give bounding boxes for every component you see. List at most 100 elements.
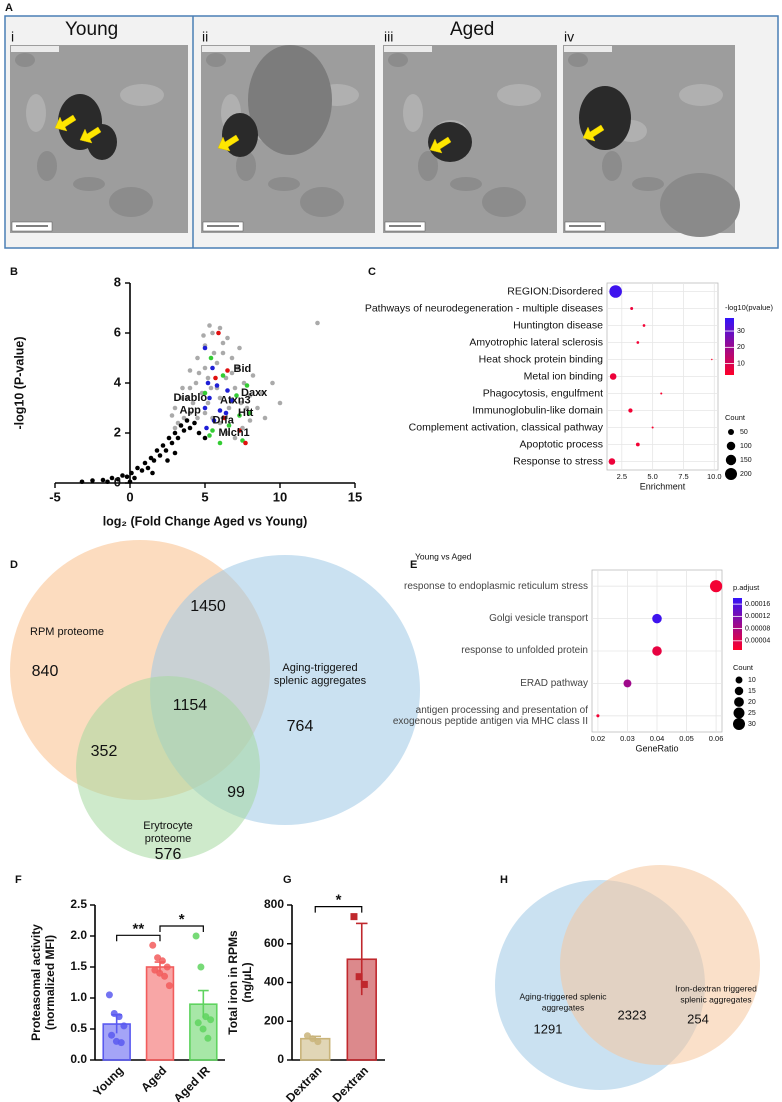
dot bbox=[709, 580, 723, 593]
point bbox=[192, 932, 200, 940]
panel-letter: D bbox=[10, 559, 18, 571]
point bbox=[120, 473, 125, 478]
category-label-box: Golgi vesicle transport bbox=[489, 613, 588, 624]
point bbox=[207, 433, 212, 438]
category-label: REGION:Disordered bbox=[507, 285, 603, 297]
y-tick-label: 400 bbox=[264, 975, 284, 989]
y-tick-label: 1.5 bbox=[70, 959, 87, 973]
size-label: 150 bbox=[740, 457, 752, 464]
point bbox=[108, 1031, 116, 1039]
category-label: Phagocytosis, engulfment bbox=[483, 387, 603, 399]
gene-label: Dffa bbox=[213, 414, 235, 426]
point bbox=[226, 405, 232, 411]
point bbox=[187, 385, 193, 391]
dot bbox=[596, 714, 600, 718]
point bbox=[158, 957, 166, 965]
region-count: 840 bbox=[32, 663, 59, 680]
region-count: 2323 bbox=[618, 1007, 647, 1022]
legend-title: p.adjust bbox=[733, 583, 760, 592]
x-tick-label: 5.0 bbox=[647, 472, 657, 481]
aggregate bbox=[222, 113, 258, 157]
point bbox=[120, 1022, 128, 1030]
point bbox=[217, 325, 223, 331]
point bbox=[314, 1038, 322, 1046]
point bbox=[150, 470, 155, 476]
point bbox=[154, 448, 160, 453]
gene-label: Bid bbox=[234, 363, 252, 375]
colorbar bbox=[733, 598, 742, 650]
colorbar-label: 0.00008 bbox=[745, 625, 770, 632]
point bbox=[204, 425, 209, 431]
point bbox=[229, 355, 235, 361]
dot bbox=[636, 341, 640, 344]
size-label: 200 bbox=[740, 471, 752, 478]
point bbox=[202, 345, 208, 351]
point bbox=[160, 443, 166, 448]
info-box bbox=[11, 46, 59, 52]
point bbox=[237, 413, 242, 418]
point bbox=[216, 330, 221, 336]
size-key bbox=[734, 697, 744, 707]
point bbox=[190, 400, 196, 406]
image-label: iv bbox=[564, 29, 574, 45]
y-tick-label: 4 bbox=[114, 374, 122, 389]
gene-label: Atxn3 bbox=[220, 394, 251, 406]
dot bbox=[608, 458, 616, 465]
point bbox=[109, 475, 115, 481]
point bbox=[210, 365, 215, 371]
point bbox=[250, 373, 256, 378]
size-label: 30 bbox=[748, 721, 756, 728]
point bbox=[225, 335, 230, 341]
x-tick-label: 0.06 bbox=[709, 734, 724, 743]
point bbox=[247, 410, 253, 416]
point bbox=[303, 1032, 311, 1040]
panel-letter: E bbox=[410, 559, 417, 571]
point bbox=[229, 398, 235, 403]
point bbox=[220, 373, 226, 378]
size-key bbox=[728, 429, 734, 435]
point bbox=[165, 982, 173, 990]
image-label: i bbox=[11, 29, 14, 45]
organelle bbox=[73, 177, 105, 191]
set-label: proteome bbox=[145, 833, 191, 845]
point bbox=[204, 1034, 212, 1042]
y-tick-label: 0.0 bbox=[70, 1052, 87, 1066]
organelle bbox=[403, 94, 423, 132]
category-label: response to unfolded protein bbox=[461, 645, 588, 657]
category-label: Heat shock protein binding bbox=[479, 353, 603, 365]
x-tick-label: 10 bbox=[273, 489, 287, 504]
y-tick-label: 200 bbox=[264, 1013, 284, 1027]
panel-letter: B bbox=[10, 266, 18, 278]
legend-title: Count bbox=[733, 663, 754, 672]
dot bbox=[651, 426, 654, 429]
point bbox=[132, 475, 137, 481]
dot bbox=[711, 358, 713, 361]
x-tick-label: 0.02 bbox=[591, 734, 606, 743]
group-title: Young bbox=[65, 19, 118, 40]
point bbox=[117, 1039, 125, 1047]
gene-label: Mlch1 bbox=[219, 427, 250, 439]
category-label: Metal ion binding bbox=[524, 370, 604, 382]
panel-letter: A bbox=[5, 2, 13, 14]
y-tick-label: 2 bbox=[114, 424, 121, 439]
set-label: Erytrocyte bbox=[143, 820, 193, 832]
point bbox=[234, 393, 239, 398]
organelle bbox=[450, 177, 482, 191]
category-label: Response to stress bbox=[513, 455, 603, 467]
size-key bbox=[734, 686, 744, 696]
set-circle bbox=[560, 865, 760, 1065]
colorbar-label: 0.00004 bbox=[745, 638, 770, 645]
dot bbox=[635, 442, 640, 447]
point bbox=[207, 1016, 215, 1024]
point bbox=[196, 370, 202, 376]
point bbox=[196, 430, 202, 436]
colorbar-label: 0.00016 bbox=[745, 601, 770, 608]
x-axis-title: Enrichment bbox=[640, 481, 686, 491]
point bbox=[247, 393, 253, 398]
point bbox=[195, 415, 200, 421]
arrow bbox=[429, 136, 452, 154]
info-box bbox=[202, 46, 250, 52]
colorbar-label: 0.00012 bbox=[745, 613, 770, 620]
size-key bbox=[735, 676, 743, 684]
y-tick-label: 800 bbox=[264, 897, 284, 911]
